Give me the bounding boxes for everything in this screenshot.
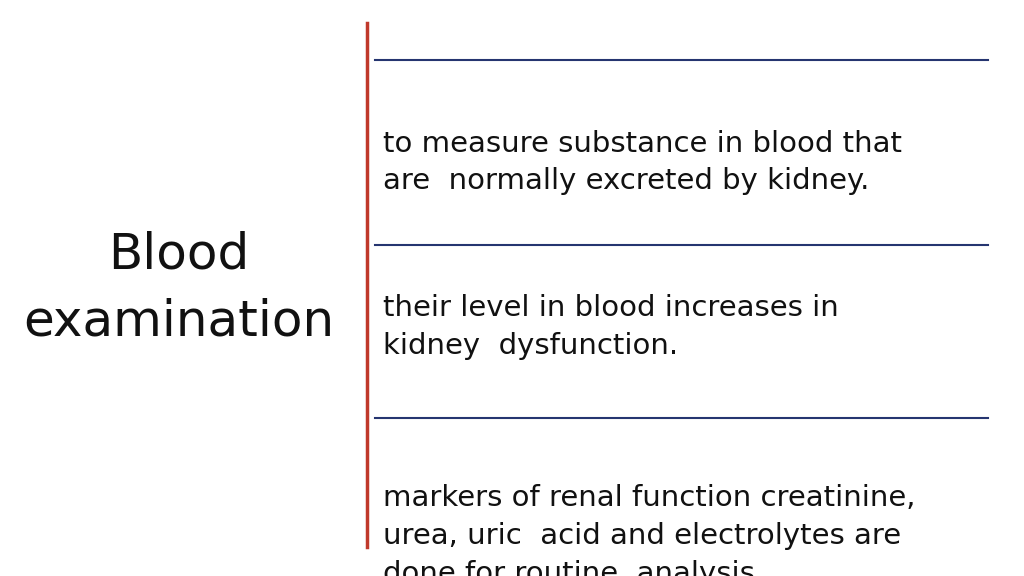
Text: their level in blood increases in
kidney  dysfunction.: their level in blood increases in kidney…: [383, 294, 839, 359]
Text: Blood
examination: Blood examination: [24, 230, 335, 346]
Text: to measure substance in blood that
are  normally excreted by kidney.: to measure substance in blood that are n…: [383, 130, 902, 195]
Text: markers of renal function creatinine,
urea, uric  acid and electrolytes are
done: markers of renal function creatinine, ur…: [383, 484, 915, 576]
